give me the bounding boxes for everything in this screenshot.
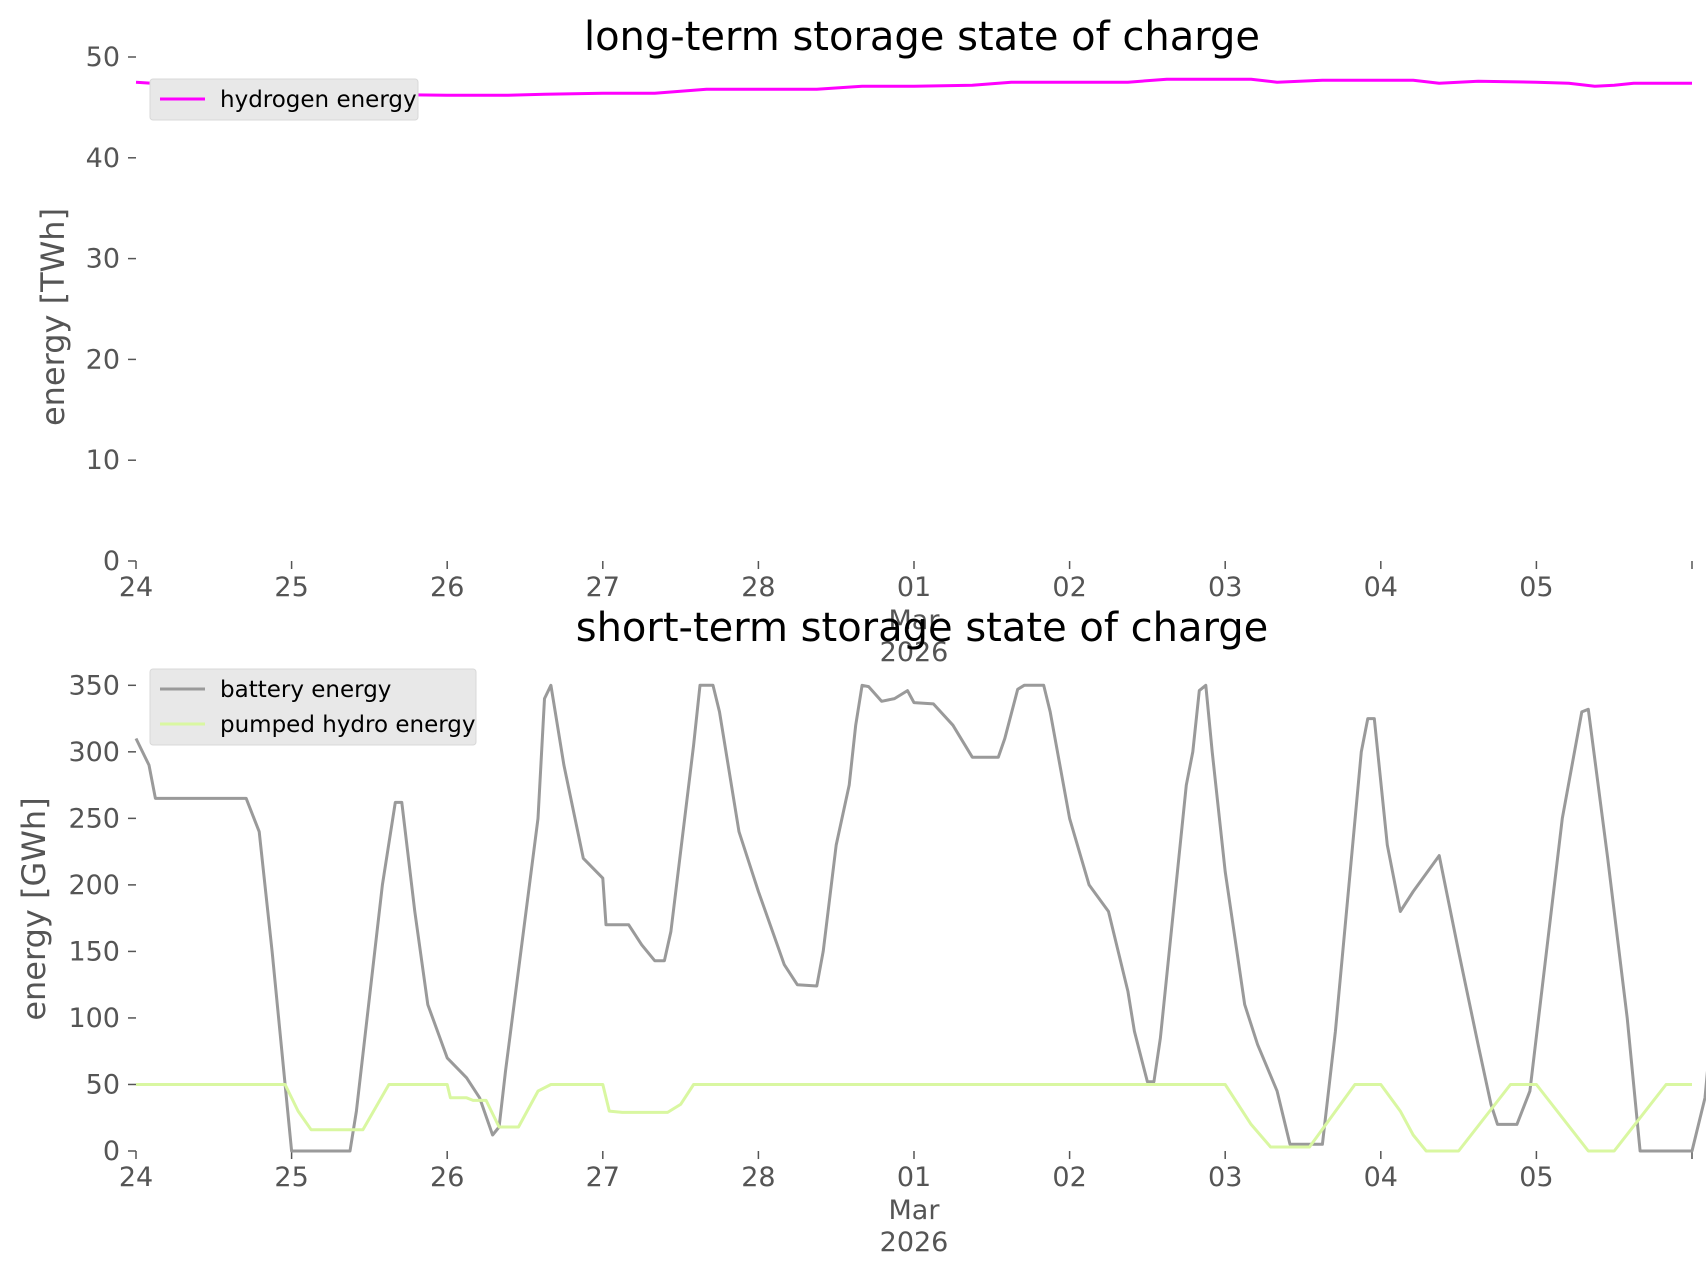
y-tick-label: 250 — [68, 803, 120, 834]
x-tick-label: 02 — [1052, 572, 1086, 603]
short-term-storage-panel: short-term storage state of charge energ… — [15, 605, 1706, 1258]
y-axis-label-long-term: energy [TWh] — [34, 208, 72, 426]
x-tick-label: 05 — [1519, 1162, 1553, 1193]
x-tick-label: 05 — [1519, 572, 1553, 603]
x-tick-label: 28 — [741, 572, 775, 603]
y-tick-label: 50 — [86, 42, 120, 73]
series-lines-long-term — [135, 77, 1692, 97]
x-tick-label: 27 — [586, 1162, 620, 1193]
x-tick-sublabel: Mar — [889, 1195, 941, 1226]
x-tick-sublabel: Mar — [889, 605, 941, 636]
y-tick-label: 300 — [68, 737, 120, 768]
y-tick-label: 40 — [86, 143, 120, 174]
y-tick-label: 20 — [86, 344, 120, 375]
x-tick-label: 04 — [1364, 1162, 1398, 1193]
y-tick-label: 10 — [86, 445, 120, 476]
y-tick-label: 200 — [68, 870, 120, 901]
long-term-storage-panel: long-term storage state of charge energy… — [34, 14, 1693, 668]
y-tick-label: 50 — [86, 1069, 120, 1100]
legend-entry: battery energy — [220, 677, 391, 703]
y-tick-label: 100 — [68, 1003, 120, 1034]
series-line-hydrogen-energy — [135, 77, 1692, 97]
y-tick-label: 0 — [103, 1136, 120, 1167]
x-tick-label: 04 — [1364, 572, 1398, 603]
legend-long-term: hydrogen energy — [149, 78, 419, 121]
y-tick-label: 150 — [68, 936, 120, 967]
chart-title-long-term: long-term storage state of charge — [584, 14, 1260, 60]
y-tick-label: 30 — [86, 244, 120, 275]
x-tick-label: 24 — [119, 1162, 153, 1193]
series-lines-short-term — [134, 683, 1706, 1153]
x-tick-label: 03 — [1208, 572, 1242, 603]
x-tick-label: 01 — [897, 572, 931, 603]
y-tick-label: 350 — [68, 670, 120, 701]
x-tick-label: 25 — [274, 572, 308, 603]
x-tick-label: 27 — [586, 572, 620, 603]
y-axis-label-short-term: energy [GWh] — [15, 797, 53, 1020]
legend-box — [149, 78, 419, 121]
x-tick-label: 26 — [430, 1162, 464, 1193]
x-tick-label: 03 — [1208, 1162, 1242, 1193]
x-tick-label: 24 — [119, 572, 153, 603]
series-line-pumped-hydro-energy — [136, 1083, 1692, 1153]
x-tick-label: 26 — [430, 572, 464, 603]
x-tick-label: 28 — [741, 1162, 775, 1193]
x-tick-label: 02 — [1052, 1162, 1086, 1193]
legend-entry: pumped hydro energy — [220, 712, 476, 738]
series-line-battery-energy — [134, 683, 1706, 1153]
x-tick-label: 01 — [897, 1162, 931, 1193]
legend-box — [149, 668, 477, 746]
legend-entry: hydrogen energy — [220, 87, 417, 113]
x-tick-sublabel: 2026 — [880, 637, 949, 668]
x-tick-sublabel: 2026 — [880, 1227, 949, 1258]
legend-short-term: battery energy pumped hydro energy — [149, 668, 477, 746]
y-tick-label: 0 — [103, 546, 120, 577]
chart-title-short-term: short-term storage state of charge — [576, 605, 1269, 651]
x-tick-label: 25 — [274, 1162, 308, 1193]
